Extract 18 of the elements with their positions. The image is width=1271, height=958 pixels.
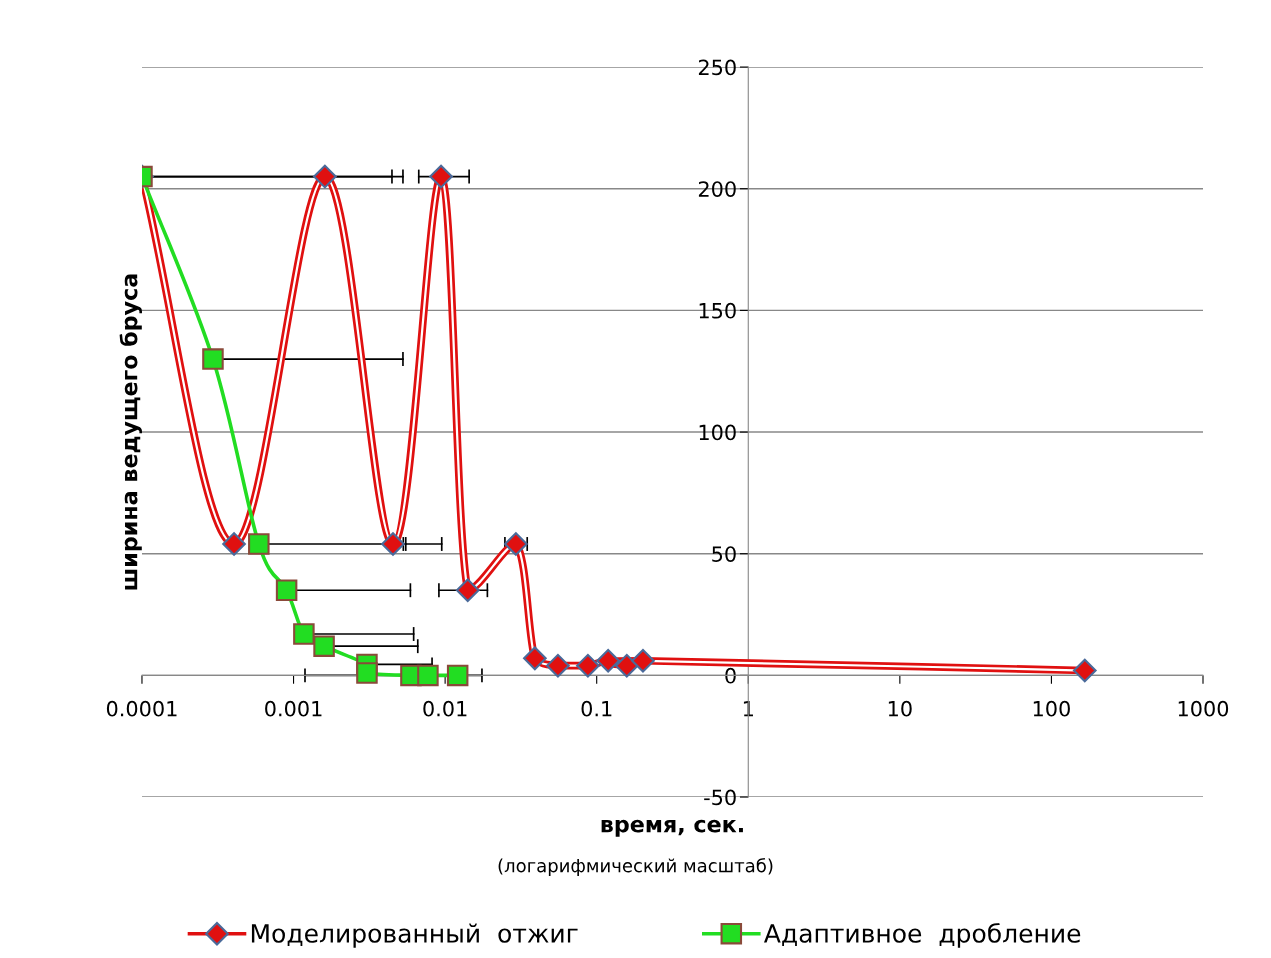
y-tick-label: -50 (704, 789, 736, 806)
x-tick-label: 1000 (1178, 700, 1229, 717)
x-tick-label: 0.1 (581, 700, 612, 717)
y-tick-label: 200 (698, 181, 736, 197)
x-tick-label: 10 (888, 700, 912, 717)
y-axis-title: ширина ведущего бруса (119, 274, 142, 590)
y-tick-label: 250 (698, 59, 736, 76)
y-tick-label: 100 (699, 424, 736, 441)
y-tick-label: 50 (712, 546, 736, 562)
x-tick-label: 0.0001 (106, 700, 177, 717)
x-tick-label: 0.01 (423, 700, 467, 717)
legend-label: Моделированный отжиг (251, 923, 578, 948)
x-axis-title: время, сек. (601, 819, 743, 837)
x-tick-label: 100 (1033, 700, 1070, 717)
legend-label: Адаптивное дробление (763, 923, 1081, 948)
y-tick-label: 150 (699, 302, 736, 319)
x-tick-label: 0.001 (265, 700, 322, 717)
text: (логарифмический масштаб) (498, 858, 773, 876)
